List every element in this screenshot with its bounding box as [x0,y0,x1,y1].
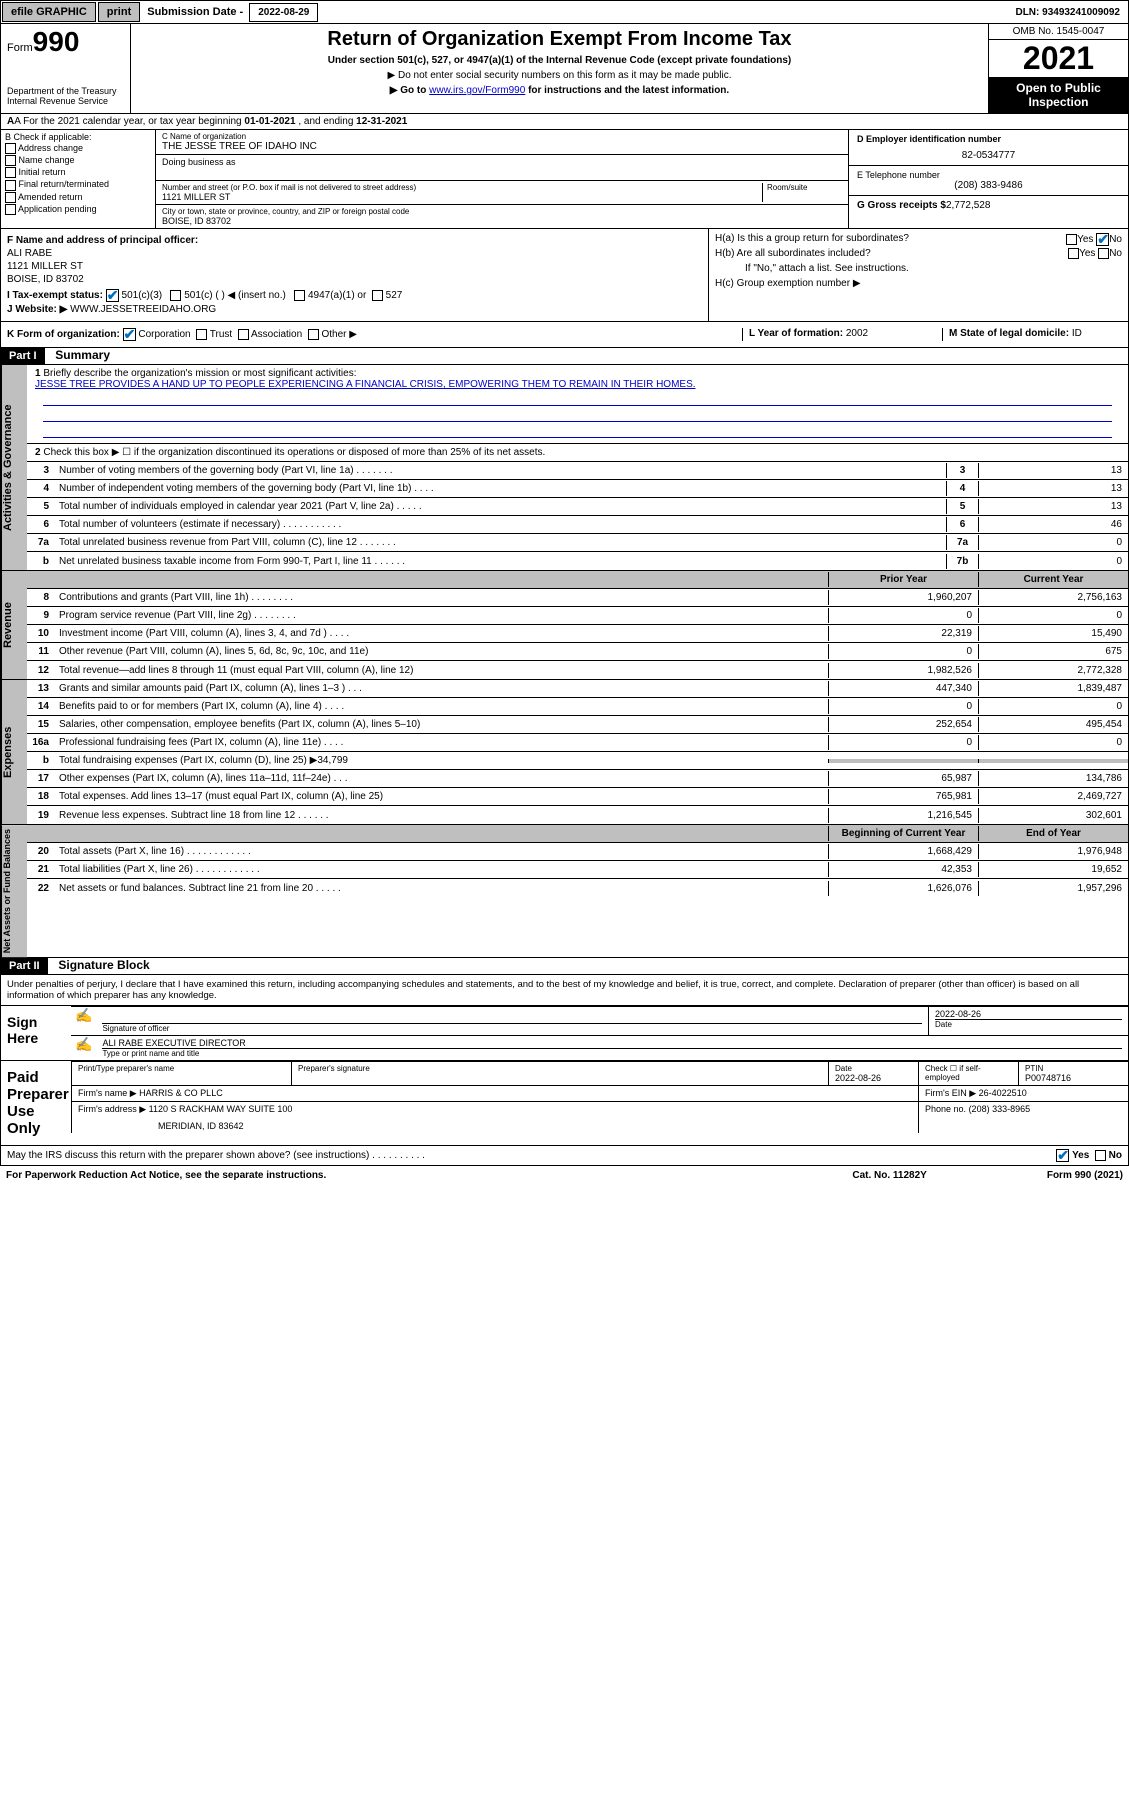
topbar: efile GRAPHIC print Submission Date - 20… [0,0,1129,24]
table-row: bTotal fundraising expenses (Part IX, co… [27,752,1128,770]
form-number: Form990 [7,26,124,58]
cb-final-return[interactable]: Final return/terminated [5,179,151,190]
revenue-block: Revenue Prior Year Current Year 8Contrib… [0,571,1129,680]
table-row: 13Grants and similar amounts paid (Part … [27,680,1128,698]
cb-initial-return[interactable]: Initial return [5,167,151,178]
irs-discuss-row: May the IRS discuss this return with the… [0,1146,1129,1166]
table-row: 7aTotal unrelated business revenue from … [27,534,1128,552]
efile-graphic-btn[interactable]: efile GRAPHIC [2,2,96,22]
governance-block: Activities & Governance 1 Briefly descri… [0,365,1129,571]
org-info-section: B Check if applicable: Address change Na… [0,130,1129,229]
expenses-block: Expenses 13Grants and similar amounts pa… [0,680,1129,825]
table-row: 4Number of independent voting members of… [27,480,1128,498]
table-row: 20Total assets (Part X, line 16) . . . .… [27,843,1128,861]
firm-addr: 1120 S RACKHAM WAY SUITE 100 [149,1104,293,1114]
print-btn[interactable]: print [98,2,140,22]
part2-header: Part II [1,958,48,974]
table-row: 17Other expenses (Part IX, column (A), l… [27,770,1128,788]
page-footer: For Paperwork Reduction Act Notice, see … [0,1166,1129,1185]
sig-date: 2022-08-26 [935,1009,1122,1019]
ssn-note: ▶ Do not enter social security numbers o… [135,70,984,81]
gross-receipts: 2,772,528 [946,200,991,211]
perjury-declaration: Under penalties of perjury, I declare th… [1,975,1128,1005]
year-formation: 2002 [846,328,868,339]
table-row: 14Benefits paid to or for members (Part … [27,698,1128,716]
table-row: 10Investment income (Part VIII, column (… [27,625,1128,643]
vtab-governance: Activities & Governance [1,365,27,570]
omb-number: OMB No. 1545-0047 [989,24,1128,40]
sign-here-label: Sign Here [1,1006,71,1060]
officer-name-title: ALI RABE EXECUTIVE DIRECTOR [102,1038,1122,1048]
table-row: 3Number of voting members of the governi… [27,462,1128,480]
table-row: 6Total number of volunteers (estimate if… [27,516,1128,534]
table-row: 19Revenue less expenses. Subtract line 1… [27,806,1128,824]
officer-addr2: BOISE, ID 83702 [7,274,702,285]
submission-date-label: Submission Date - [141,3,249,21]
instructions-note: ▶ Go to www.irs.gov/Form990 for instruct… [135,85,984,96]
officer-name: ALI RABE [7,248,702,259]
cb-501c3[interactable] [106,289,119,302]
table-row: 12Total revenue—add lines 8 through 11 (… [27,661,1128,679]
table-row: bNet unrelated business taxable income f… [27,552,1128,570]
cb-address-change[interactable]: Address change [5,143,151,154]
table-row: 5Total number of individuals employed in… [27,498,1128,516]
org-address: 1121 MILLER ST [162,192,762,202]
state-domicile: ID [1072,328,1082,339]
officer-addr1: 1121 MILLER ST [7,261,702,272]
table-row: 15Salaries, other compensation, employee… [27,716,1128,734]
table-row: 21Total liabilities (Part X, line 26) . … [27,861,1128,879]
mission-text: JESSE TREE PROVIDES A HAND UP TO PEOPLE … [35,379,696,390]
pen-icon: ✍ [71,1007,96,1035]
part2-title: Signature Block [50,956,157,974]
irs-link[interactable]: www.irs.gov/Form990 [429,85,525,96]
section-c: C Name of organization THE JESSE TREE OF… [156,130,848,228]
vtab-netassets: Net Assets or Fund Balances [1,825,27,957]
firm-name: HARRIS & CO PLLC [139,1088,223,1098]
org-name: THE JESSE TREE OF IDAHO INC [162,141,842,152]
part1-header: Part I [1,348,45,364]
firm-phone: (208) 333-8965 [969,1104,1031,1114]
cb-group-return-no[interactable] [1096,233,1109,246]
cb-name-change[interactable]: Name change [5,155,151,166]
ein: 82-0534777 [857,150,1120,161]
paid-preparer-label: Paid Preparer Use Only [1,1061,71,1145]
table-row: 16aProfessional fundraising fees (Part I… [27,734,1128,752]
firm-ein: 26-4022510 [979,1088,1027,1098]
website: WWW.JESSETREEIDAHO.ORG [70,304,216,315]
table-row: 8Contributions and grants (Part VIII, li… [27,589,1128,607]
signature-block: Under penalties of perjury, I declare th… [0,975,1129,1146]
org-city: BOISE, ID 83702 [162,216,842,226]
table-row: 11Other revenue (Part VIII, column (A), … [27,643,1128,661]
section-b: B Check if applicable: Address change Na… [1,130,156,228]
ptin: P00748716 [1025,1073,1122,1083]
officer-section: F Name and address of principal officer:… [0,229,1129,322]
table-row: 9Program service revenue (Part VIII, lin… [27,607,1128,625]
vtab-revenue: Revenue [1,571,27,679]
cb-amended-return[interactable]: Amended return [5,192,151,203]
part1-title: Summary [47,346,118,364]
table-row: 22Net assets or fund balances. Subtract … [27,879,1128,897]
dept-treasury: Department of the Treasury Internal Reve… [7,86,124,106]
table-row: 18Total expenses. Add lines 13–17 (must … [27,788,1128,806]
tax-year-row: AA For the 2021 calendar year, or tax ye… [0,114,1129,130]
netassets-block: Net Assets or Fund Balances Beginning of… [0,825,1129,958]
form-header: Form990 Department of the Treasury Inter… [0,24,1129,114]
tax-year: 2021 [989,40,1128,77]
dln: DLN: 93493241009092 [1007,4,1128,21]
cb-discuss-yes[interactable] [1056,1149,1069,1162]
cb-corporation[interactable] [123,328,136,341]
row-klm: K Form of organization: Corporation Trus… [0,322,1129,348]
form-subtitle: Under section 501(c), 527, or 4947(a)(1)… [135,55,984,66]
submission-date: 2022-08-29 [249,3,318,22]
public-inspection: Open to Public Inspection [989,77,1128,113]
section-deg: D Employer identification number 82-0534… [848,130,1128,228]
cb-application-pending[interactable]: Application pending [5,204,151,215]
pen-icon: ✍ [71,1036,96,1060]
phone: (208) 383-9486 [857,180,1120,191]
vtab-expenses: Expenses [1,680,27,824]
form-title: Return of Organization Exempt From Incom… [135,28,984,51]
